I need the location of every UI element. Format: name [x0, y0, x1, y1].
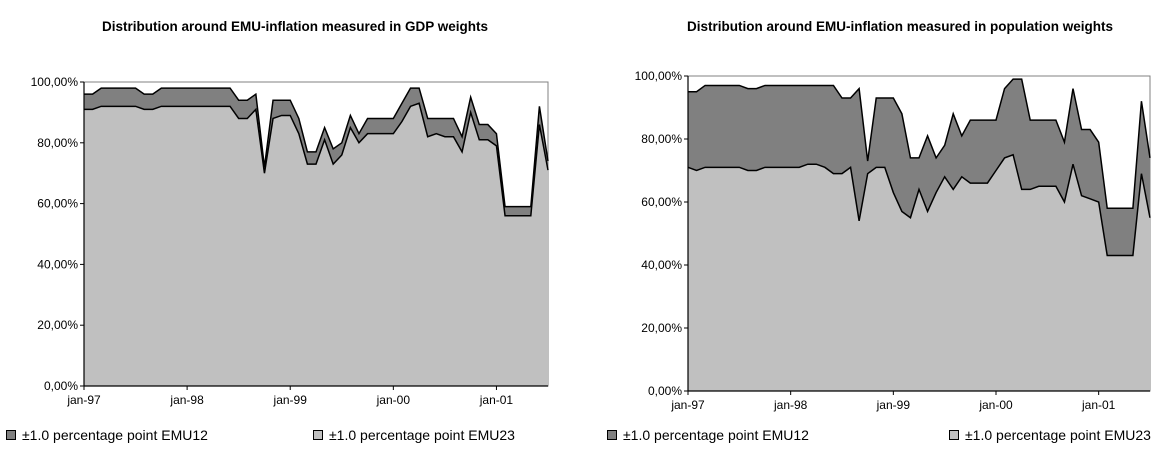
chart-title: Distribution around EMU-inflation measur…: [101, 19, 489, 34]
x-tick-label: jan-98: [169, 393, 204, 407]
legend-item-emu12: ±1.0 percentage point EMU12: [6, 427, 208, 443]
x-tick-label: jan-99: [273, 393, 308, 407]
x-tick-label: jan-98: [773, 398, 808, 412]
y-tick-label: 80,00%: [37, 136, 78, 150]
series-line-1: [84, 87, 549, 208]
y-tick-label: 40,00%: [641, 258, 682, 272]
y-tick-label: 20,00%: [37, 318, 78, 332]
x-tick-label: jan-01: [479, 393, 514, 407]
y-tick-label: 100,00%: [635, 69, 683, 83]
legend-label-emu12: ±1.0 percentage point EMU12: [623, 427, 809, 443]
legend-label-emu12: ±1.0 percentage point EMU12: [22, 427, 208, 443]
legend-label-emu23: ±1.0 percentage point EMU23: [965, 427, 1151, 443]
y-tick-label: 20,00%: [641, 321, 682, 335]
plot-area: 0,00% 20,00% 40,00% 60,00% 80,00% 100,00% jan-…: [635, 69, 1151, 412]
legend-swatch-emu23: [313, 430, 323, 440]
y-tick-label: 0,00%: [648, 384, 682, 398]
series-line-2: [84, 102, 549, 217]
y-tick-label: 60,00%: [641, 195, 682, 209]
chart-population-weights: Distribution around EMU-inflation measur…: [590, 0, 1173, 453]
series-line-1: [688, 78, 1151, 210]
x-tick-label: jan-00: [376, 393, 411, 407]
area-series-2: [84, 103, 548, 386]
legend-item-emu23: ±1.0 percentage point EMU23: [313, 427, 515, 443]
x-tick-label: jan-97: [670, 398, 705, 412]
legend-label-emu23: ±1.0 percentage point EMU23: [329, 427, 515, 443]
area-series-2: [688, 154, 1150, 391]
legend-item-emu12: ±1.0 percentage point EMU12: [607, 427, 809, 443]
chart-gdp-weights: Distribution around EMU-inflation measur…: [0, 0, 580, 453]
y-tick-label: 0,00%: [44, 379, 78, 393]
x-tick-label: jan-97: [66, 393, 101, 407]
series-line-2: [687, 153, 1151, 257]
y-tick-label: 40,00%: [37, 257, 78, 271]
x-tick-label: jan-00: [978, 398, 1013, 412]
x-tick-label: jan-99: [876, 398, 911, 412]
x-tick-label: jan-01: [1081, 398, 1116, 412]
legend-swatch-emu12: [607, 430, 617, 440]
y-tick-label: 80,00%: [641, 132, 682, 146]
legend-swatch-emu23: [949, 430, 959, 440]
y-tick-label: 100,00%: [31, 75, 79, 89]
plot-area: 0,00% 20,00% 40,00% 60,00% 80,00% 100,00% jan-…: [31, 75, 549, 407]
legend-item-emu23: ±1.0 percentage point EMU23: [949, 427, 1151, 443]
y-tick-label: 60,00%: [37, 197, 78, 211]
legend-swatch-emu12: [6, 430, 16, 440]
chart-title: Distribution around EMU-inflation measur…: [687, 19, 1113, 34]
